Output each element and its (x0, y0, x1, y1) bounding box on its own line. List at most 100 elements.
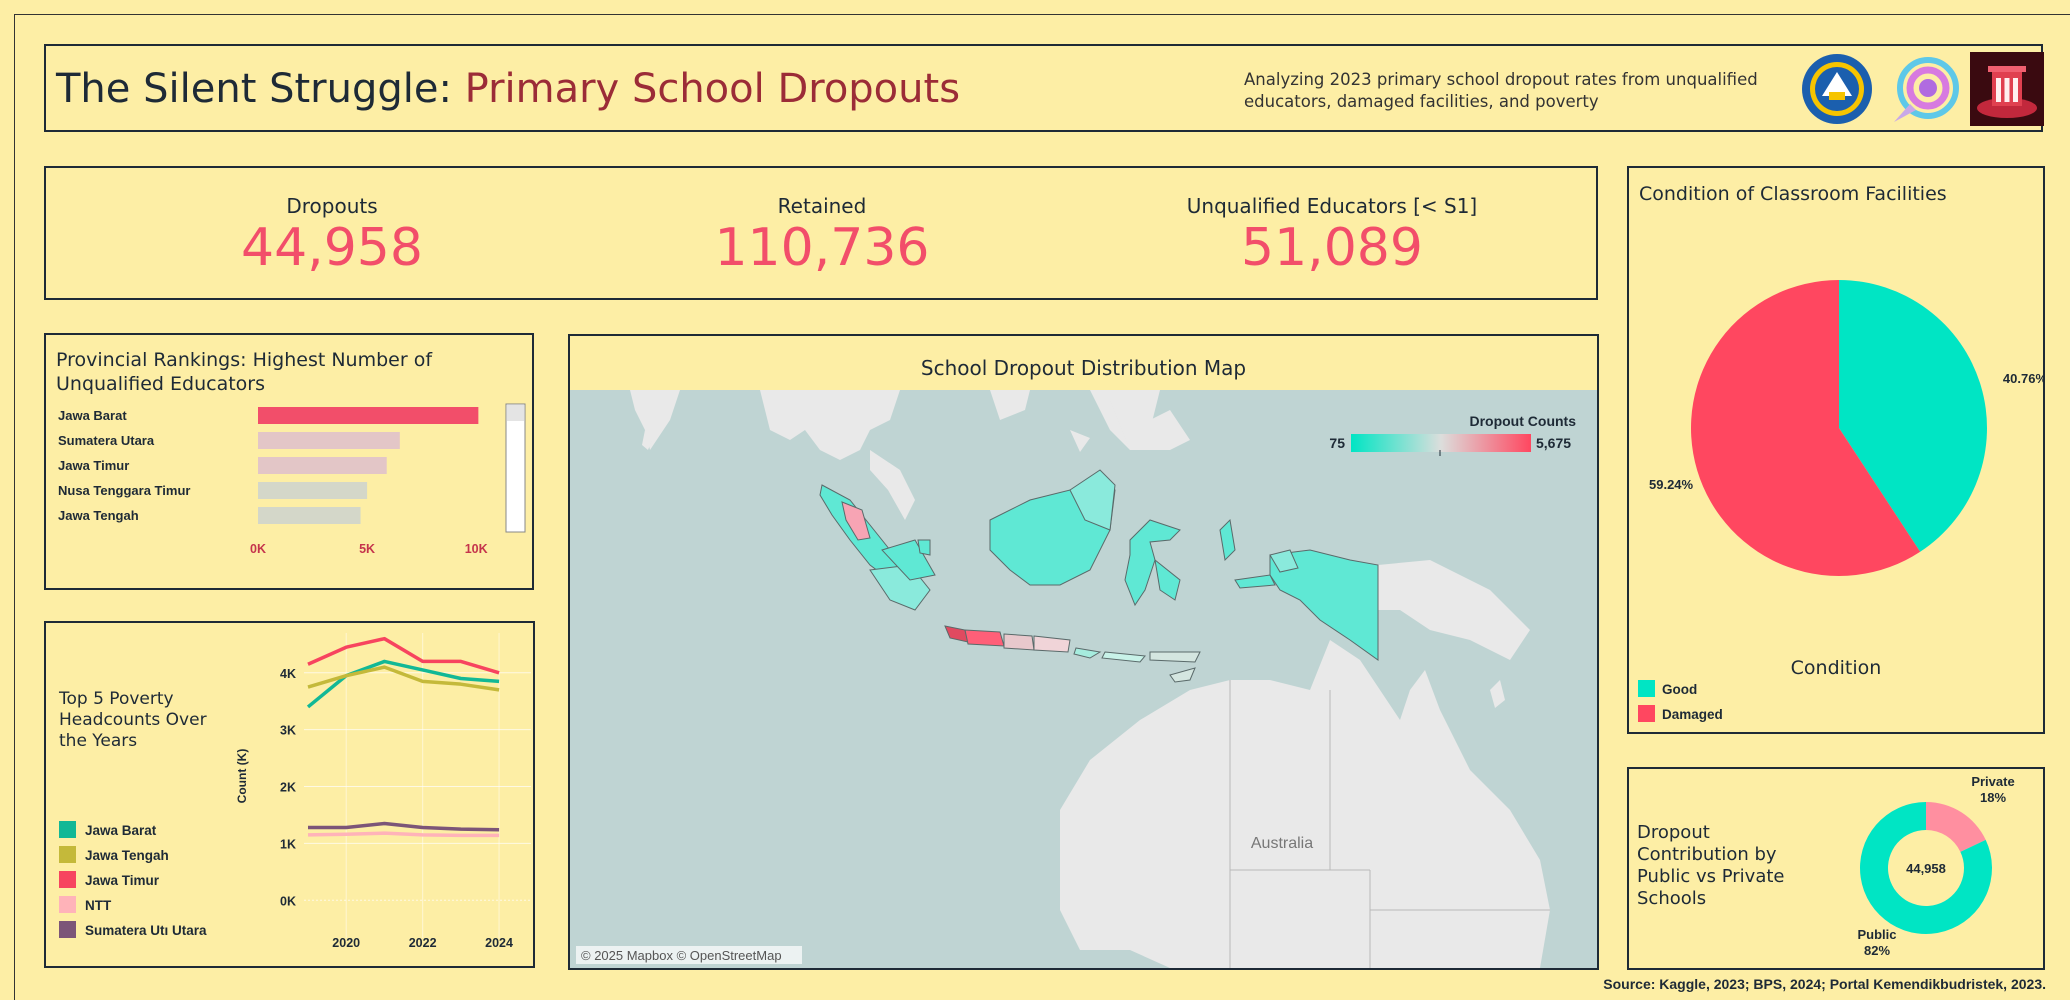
header-panel: The Silent Struggle: Primary School Drop… (44, 44, 2044, 132)
bar-axis-tick: 5K (359, 542, 375, 556)
map-title: School Dropout Distribution Map (920, 356, 1247, 380)
legend-swatch-good (1638, 680, 1655, 697)
rankings-panel: Provincial Rankings: Highest Number of U… (44, 333, 534, 590)
province-jawa-timur[interactable] (1033, 635, 1071, 653)
land-png (1378, 560, 1530, 660)
rankings-chart: Jawa Barat Sumatera Utara Jawa Timur Nusa T… (58, 403, 526, 556)
province-ntb[interactable] (1101, 651, 1146, 663)
app-logo (1894, 57, 1959, 122)
rankings-scrollbar[interactable] (505, 403, 526, 533)
legend-label[interactable]: Jawa Barat (85, 823, 157, 838)
legend-label[interactable]: Jawa Tengah (85, 848, 169, 863)
contribution-title: Dropout Contribution by Public vs Privat… (1637, 822, 1785, 909)
kpi-value: 44,958 (241, 218, 423, 278)
map-legend-gradient (1351, 434, 1531, 452)
x-tick-label: 2020 (332, 936, 360, 950)
province-maluku-north[interactable] (1219, 518, 1236, 562)
province-kalimantan-north[interactable] (1069, 469, 1116, 531)
legend-swatch (59, 821, 76, 838)
province-papua[interactable] (1269, 549, 1379, 661)
map-legend-title: Dropout Counts (1469, 413, 1576, 429)
line-series-jawa-timur (307, 636, 500, 675)
bar-category-label: Jawa Tengah (58, 508, 139, 523)
x-tick-label: 2022 (409, 936, 437, 950)
land-island (1070, 430, 1090, 452)
pie-label-damaged: 59.24% (1649, 477, 1694, 492)
province-bali-nusa[interactable] (1073, 647, 1102, 659)
bar (258, 507, 361, 524)
y-tick-label: 0K (280, 894, 296, 908)
poverty-title: Top 5 Poverty Headcounts Over the Years (59, 689, 207, 751)
title-part-1: The Silent Struggle: (56, 66, 465, 112)
bar (258, 432, 400, 449)
province-ntt[interactable] (1149, 651, 1201, 663)
page-title: The Silent Struggle: Primary School Drop… (56, 66, 960, 112)
land-australia-island (1490, 680, 1505, 708)
bar (258, 482, 368, 499)
legend-swatch (59, 896, 76, 913)
province-island[interactable] (917, 539, 931, 556)
y-tick-label: 3K (280, 724, 296, 738)
donut-label-public: Public (1857, 927, 1896, 942)
province-jawa-tengah[interactable] (1003, 633, 1035, 651)
map-attribution[interactable]: © 2025 Mapbox © OpenStreetMap (581, 948, 782, 963)
province-sulawesi-southeast[interactable] (1154, 558, 1181, 601)
line-series-ntt (307, 831, 500, 838)
province-jawa-barat[interactable] (964, 629, 1005, 647)
bar-category-label: Sumatera Utara (58, 433, 155, 448)
legend-label-good[interactable]: Good (1662, 682, 1698, 697)
pie-slice-good (1839, 280, 1987, 552)
bar-category-label: Jawa Timur (58, 458, 129, 473)
facilities-panel: Condition of Classroom Facilities 40.76%… (1627, 166, 2045, 734)
map-legend-max: 5,675 (1536, 435, 1571, 451)
pie-slice-damaged (1691, 280, 1921, 576)
legend-swatch (59, 871, 76, 888)
kpi-unqualified-educators: Unqualified Educators [< S1] 51,089 (1112, 194, 1552, 278)
legend-swatch-damaged (1638, 705, 1655, 722)
monument-logo (1970, 52, 2044, 126)
province-riau[interactable] (881, 539, 936, 581)
land-mindanao (1110, 400, 1190, 450)
legend-label[interactable]: Jawa Timur (85, 873, 160, 888)
contribution-panel: Dropout Contribution by Public vs Privat… (1627, 767, 2045, 970)
map-land-label: Australia (1251, 835, 1313, 852)
y-tick-label: 4K (280, 667, 296, 681)
legend-label-damaged[interactable]: Damaged (1662, 707, 1723, 722)
land-mainland (760, 390, 900, 460)
donut-center-value: 44,958 (1906, 861, 1946, 876)
bar-category-label: Nusa Tenggara Timur (58, 483, 190, 498)
poverty-panel: Top 5 Poverty Headcounts Over the Years … (44, 621, 535, 968)
donut-pct-private: 18% (1980, 790, 2006, 805)
y-tick-label: 1K (280, 837, 296, 851)
province-sumatera-utara[interactable] (841, 501, 871, 541)
title-part-2: Primary School Dropouts (464, 66, 961, 112)
province-timor[interactable] (1169, 667, 1196, 683)
kpi-dropouts: Dropouts 44,958 (112, 194, 552, 278)
facilities-pie-chart: 40.76% 59.24% (1649, 280, 2043, 576)
bar-category-label: Jawa Barat (58, 408, 127, 423)
legend-label[interactable]: Sumatera Utı Utara (85, 923, 207, 938)
kpi-label: Unqualified Educators [< S1] (1186, 194, 1478, 218)
facilities-legend-title: Condition (1790, 657, 1882, 679)
bar-axis-tick: 0K (250, 542, 266, 556)
y-tick-label: 2K (280, 781, 296, 795)
kpi-panel: Dropouts 44,958 Retained 110,736 Unquali… (44, 166, 1598, 300)
donut-slice-private (1926, 802, 1986, 852)
poverty-ylabel: Count (K) (235, 749, 249, 804)
kemendikbud-logo (1802, 54, 1872, 124)
land-sri-lanka (642, 430, 652, 450)
bar (258, 457, 387, 474)
land-malay-peninsula (870, 450, 915, 520)
land-australia (1060, 640, 1550, 968)
donut-label-private: Private (1971, 774, 2014, 789)
province-papua-barat[interactable] (1269, 549, 1299, 573)
dropout-map[interactable]: Australia (570, 390, 1597, 968)
kpi-value: 110,736 (714, 218, 930, 278)
kpi-value: 51,089 (1241, 218, 1423, 278)
province-maluku[interactable] (1234, 574, 1276, 589)
legend-swatch (59, 921, 76, 938)
legend-label[interactable]: NTT (85, 898, 112, 913)
map-legend-min: 75 (1329, 435, 1345, 451)
kpi-label: Dropouts (286, 194, 378, 218)
rankings-scroll-thumb[interactable] (507, 405, 524, 421)
